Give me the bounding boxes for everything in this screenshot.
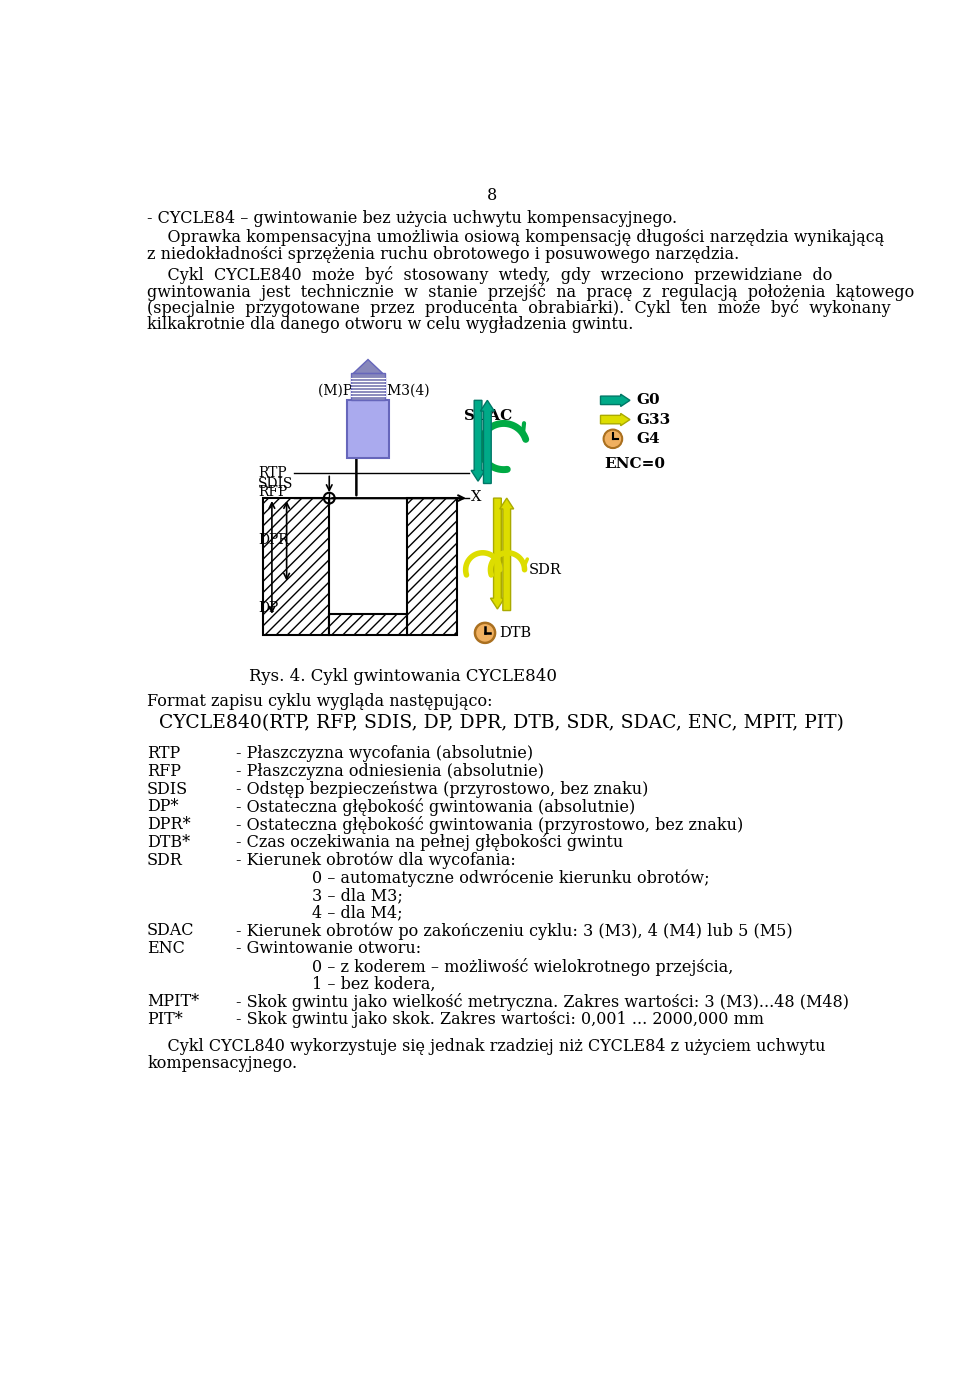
Text: - Płaszczyzna wycofania (absolutnie): - Płaszczyzna wycofania (absolutnie): [236, 745, 534, 763]
FancyArrow shape: [601, 414, 630, 426]
Text: DPR*: DPR*: [147, 816, 191, 833]
Bar: [329, 615, 407, 636]
Bar: [348, 400, 389, 458]
Text: Format zapisu cyklu wygląda następująco:: Format zapisu cyklu wygląda następująco:: [147, 692, 492, 710]
Text: - Odstęp bezpieczeństwa (przyrostowo, bez znaku): - Odstęp bezpieczeństwa (przyrostowo, be…: [236, 781, 649, 797]
Bar: [407, 498, 457, 636]
Text: DPR: DPR: [258, 534, 289, 547]
Text: ENC=0: ENC=0: [605, 458, 665, 472]
Text: DP: DP: [258, 601, 278, 615]
Text: - Czas oczekiwania na pełnej głębokości gwintu: - Czas oczekiwania na pełnej głębokości …: [236, 834, 623, 851]
Text: - Skok gwintu jako skok. Zakres wartości: 0,001 ... 2000,000 mm: - Skok gwintu jako skok. Zakres wartości…: [236, 1011, 764, 1027]
Text: PIT*: PIT*: [147, 1011, 182, 1027]
Text: Cykl  CYCLE840  może  być  stosowany  wtedy,  gdy  wrzeciono  przewidziane  do: Cykl CYCLE840 może być stosowany wtedy, …: [147, 266, 832, 284]
FancyArrow shape: [471, 400, 485, 481]
Bar: [351, 374, 385, 400]
Circle shape: [475, 623, 495, 643]
Text: gwintowania  jest  technicznie  w  stanie  przejść  na  pracę  z  regulacją  poł: gwintowania jest technicznie w stanie pr…: [147, 283, 914, 301]
FancyArrow shape: [500, 498, 514, 611]
Text: - Gwintowanie otworu:: - Gwintowanie otworu:: [236, 940, 421, 957]
Text: kompensacyjnego.: kompensacyjnego.: [147, 1055, 298, 1071]
Text: 8: 8: [487, 188, 497, 204]
Text: 0 – automatyczne odwrócenie kierunku obrotów;: 0 – automatyczne odwrócenie kierunku obr…: [312, 869, 709, 887]
Text: SDR: SDR: [147, 852, 183, 869]
Text: CYCLE840(RTP, RFP, SDIS, DP, DPR, DTB, SDR, SDAC, ENC, MPIT, PIT): CYCLE840(RTP, RFP, SDIS, DP, DPR, DTB, S…: [158, 714, 844, 732]
Text: SDIS: SDIS: [258, 477, 294, 491]
Text: SDIS: SDIS: [147, 781, 188, 797]
Polygon shape: [353, 360, 383, 374]
Text: z niedokładności sprzężenia ruchu obrotowego i posuwowego narzędzia.: z niedokładności sprzężenia ruchu obroto…: [147, 245, 739, 262]
Text: ENC: ENC: [147, 940, 185, 957]
Text: G4: G4: [636, 432, 660, 445]
Text: - CYCLE84 – gwintowanie bez użycia uchwytu kompensacyjnego.: - CYCLE84 – gwintowanie bez użycia uchwy…: [147, 210, 677, 228]
Text: Z: Z: [360, 389, 372, 407]
Text: 1 – bez kodera,: 1 – bez kodera,: [312, 975, 436, 993]
Text: G0: G0: [636, 393, 660, 407]
Text: MPIT*: MPIT*: [147, 993, 200, 1011]
Text: 3 – dla M3;: 3 – dla M3;: [312, 887, 403, 905]
Text: DP*: DP*: [147, 798, 179, 815]
Text: G33: G33: [636, 412, 670, 426]
Circle shape: [604, 430, 622, 448]
Text: SDR: SDR: [529, 563, 562, 576]
Text: - Ostateczna głębokość gwintowania (absolutnie): - Ostateczna głębokość gwintowania (abso…: [236, 798, 636, 816]
Bar: [263, 498, 329, 636]
Text: DTB*: DTB*: [147, 834, 190, 851]
Text: Rys. 4. Cykl gwintowania CYCLE840: Rys. 4. Cykl gwintowania CYCLE840: [249, 669, 557, 685]
Text: 0 – z koderem – możliwość wielokrotnego przejścia,: 0 – z koderem – możliwość wielokrotnego …: [312, 958, 733, 976]
Text: SDAC: SDAC: [464, 408, 513, 423]
Text: kilkakrotnie dla danego otworu w celu wygładzenia gwintu.: kilkakrotnie dla danego otworu w celu wy…: [147, 316, 634, 334]
Text: - Kierunek obrotów dla wycofania:: - Kierunek obrotów dla wycofania:: [236, 852, 516, 869]
FancyArrow shape: [601, 394, 630, 407]
Text: - Skok gwintu jako wielkość metryczna. Zakres wartości: 3 (M3)...48 (M48): - Skok gwintu jako wielkość metryczna. Z…: [236, 993, 850, 1011]
Text: RFP: RFP: [258, 485, 287, 499]
FancyArrow shape: [491, 498, 504, 610]
Text: - Płaszczyzna odniesienia (absolutnie): - Płaszczyzna odniesienia (absolutnie): [236, 763, 544, 781]
Text: SDAC: SDAC: [147, 923, 195, 939]
Text: X: X: [471, 490, 482, 503]
Text: RTP: RTP: [258, 466, 287, 480]
Text: - Kierunek obrotów po zakończeniu cyklu: 3 (M3), 4 (M4) lub 5 (M5): - Kierunek obrotów po zakończeniu cyklu:…: [236, 923, 793, 940]
Text: 4 – dla M4;: 4 – dla M4;: [312, 905, 403, 921]
Text: RTP: RTP: [147, 745, 180, 763]
Text: (specjalnie  przygotowane  przez  producenta  obrabiarki).  Cykl  ten  może  być: (specjalnie przygotowane przez producent…: [147, 299, 891, 317]
Text: Cykl CYCL840 wykorzystuje się jednak rzadziej niż CYCLE84 z użyciem uchwytu: Cykl CYCL840 wykorzystuje się jednak rza…: [147, 1038, 826, 1055]
Text: - Ostateczna głębokość gwintowania (przyrostowo, bez znaku): - Ostateczna głębokość gwintowania (przy…: [236, 816, 743, 834]
FancyArrow shape: [480, 400, 494, 484]
Text: RFP: RFP: [147, 763, 181, 781]
Text: (M)PIT → M3(4): (M)PIT → M3(4): [318, 385, 429, 399]
Text: DTB: DTB: [499, 626, 531, 640]
Text: Oprawka kompensacyjna umożliwia osiową kompensację długości narzędzia wynikającą: Oprawka kompensacyjna umożliwia osiową k…: [147, 229, 884, 245]
